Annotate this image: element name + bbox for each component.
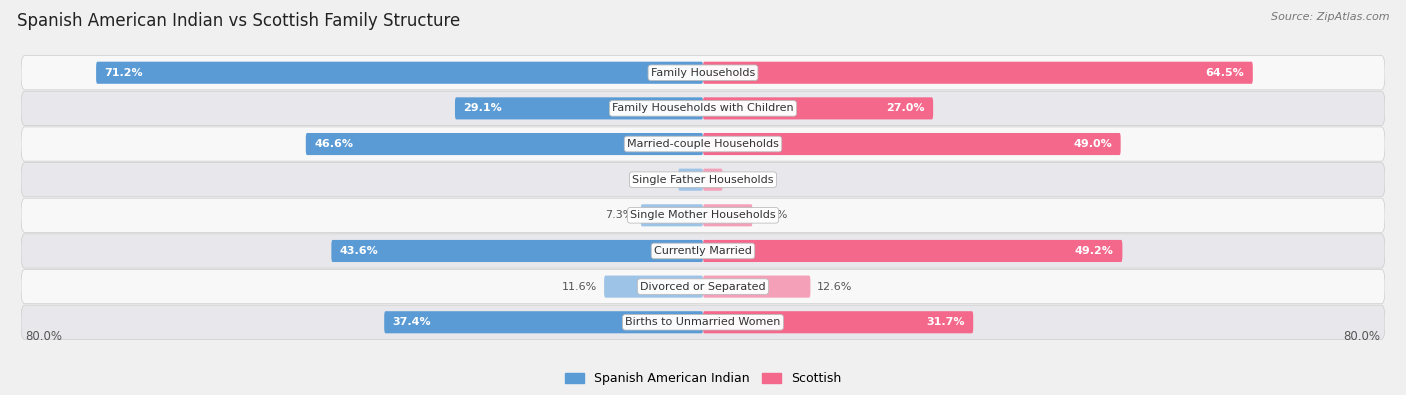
- Text: 11.6%: 11.6%: [562, 282, 598, 292]
- Text: 7.3%: 7.3%: [606, 210, 634, 220]
- FancyBboxPatch shape: [305, 133, 703, 155]
- Text: Currently Married: Currently Married: [654, 246, 752, 256]
- Text: Divorced or Separated: Divorced or Separated: [640, 282, 766, 292]
- Text: 31.7%: 31.7%: [927, 317, 965, 327]
- Text: Married-couple Households: Married-couple Households: [627, 139, 779, 149]
- Text: 27.0%: 27.0%: [886, 103, 925, 113]
- FancyBboxPatch shape: [21, 269, 1385, 304]
- FancyBboxPatch shape: [703, 133, 1121, 155]
- FancyBboxPatch shape: [21, 234, 1385, 268]
- FancyBboxPatch shape: [21, 163, 1385, 197]
- Text: 80.0%: 80.0%: [25, 330, 62, 343]
- FancyBboxPatch shape: [384, 311, 703, 333]
- Text: 80.0%: 80.0%: [1344, 330, 1381, 343]
- Text: 2.9%: 2.9%: [643, 175, 672, 185]
- FancyBboxPatch shape: [703, 311, 973, 333]
- Text: 49.0%: 49.0%: [1073, 139, 1112, 149]
- FancyBboxPatch shape: [678, 169, 703, 191]
- Text: Family Households with Children: Family Households with Children: [612, 103, 794, 113]
- Text: Births to Unmarried Women: Births to Unmarried Women: [626, 317, 780, 327]
- Legend: Spanish American Indian, Scottish: Spanish American Indian, Scottish: [560, 367, 846, 390]
- FancyBboxPatch shape: [96, 62, 703, 84]
- Text: 64.5%: 64.5%: [1205, 68, 1244, 78]
- Text: 12.6%: 12.6%: [817, 282, 852, 292]
- Text: 43.6%: 43.6%: [340, 246, 378, 256]
- Text: 71.2%: 71.2%: [104, 68, 143, 78]
- Text: 2.3%: 2.3%: [730, 175, 758, 185]
- FancyBboxPatch shape: [605, 276, 703, 298]
- Text: Single Mother Households: Single Mother Households: [630, 210, 776, 220]
- FancyBboxPatch shape: [703, 62, 1253, 84]
- Text: Single Father Households: Single Father Households: [633, 175, 773, 185]
- FancyBboxPatch shape: [703, 97, 934, 119]
- Text: 5.8%: 5.8%: [759, 210, 787, 220]
- FancyBboxPatch shape: [703, 240, 1122, 262]
- FancyBboxPatch shape: [21, 91, 1385, 126]
- Text: 29.1%: 29.1%: [464, 103, 502, 113]
- FancyBboxPatch shape: [703, 204, 752, 226]
- FancyBboxPatch shape: [703, 169, 723, 191]
- Text: Family Households: Family Households: [651, 68, 755, 78]
- FancyBboxPatch shape: [456, 97, 703, 119]
- Text: 46.6%: 46.6%: [315, 139, 353, 149]
- FancyBboxPatch shape: [641, 204, 703, 226]
- Text: Source: ZipAtlas.com: Source: ZipAtlas.com: [1271, 12, 1389, 22]
- Text: Spanish American Indian vs Scottish Family Structure: Spanish American Indian vs Scottish Fami…: [17, 12, 460, 30]
- FancyBboxPatch shape: [21, 305, 1385, 339]
- Text: 37.4%: 37.4%: [392, 317, 432, 327]
- FancyBboxPatch shape: [21, 56, 1385, 90]
- Text: 49.2%: 49.2%: [1076, 246, 1114, 256]
- FancyBboxPatch shape: [332, 240, 703, 262]
- FancyBboxPatch shape: [21, 127, 1385, 161]
- FancyBboxPatch shape: [21, 198, 1385, 232]
- FancyBboxPatch shape: [703, 276, 810, 298]
